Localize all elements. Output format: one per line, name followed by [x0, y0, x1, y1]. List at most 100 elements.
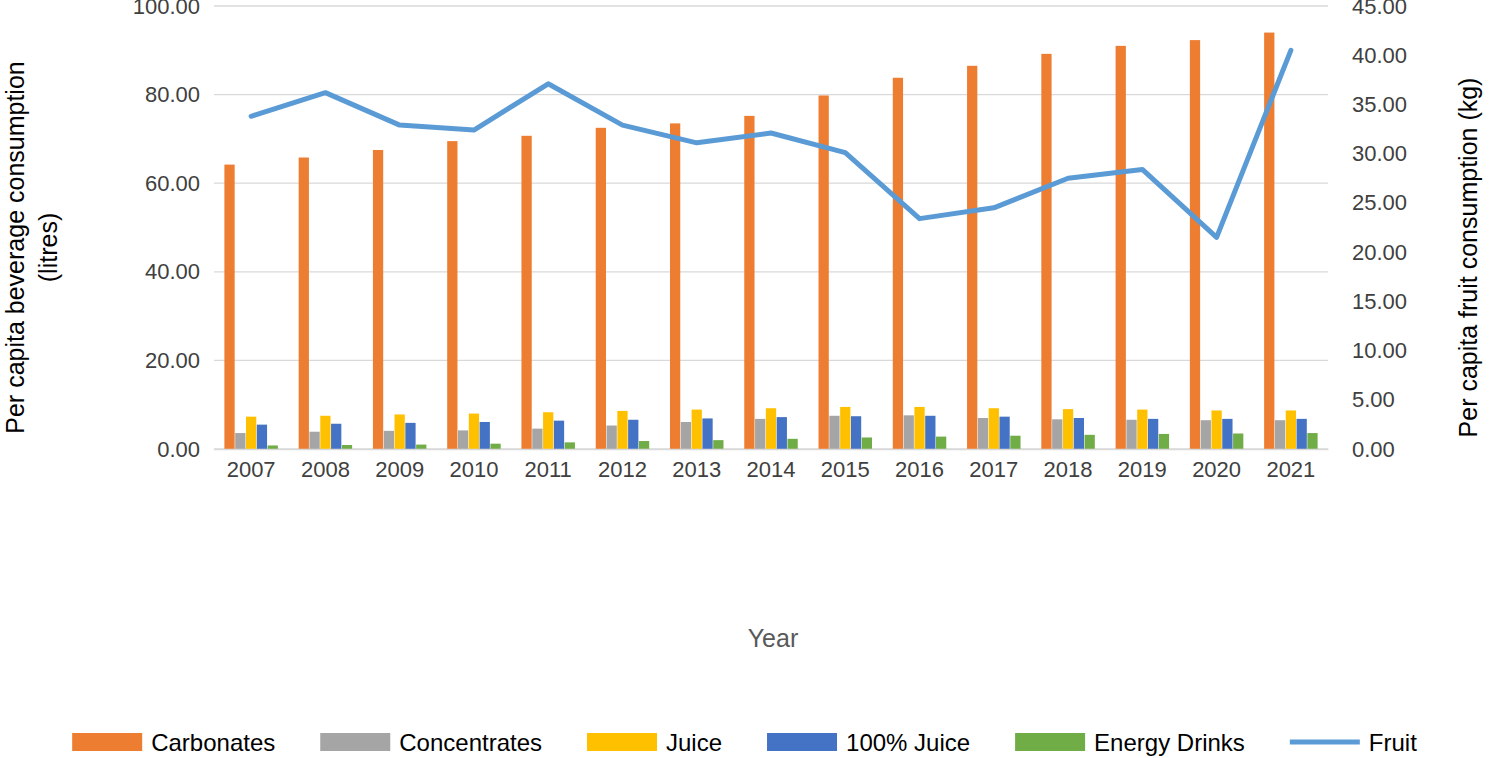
tick: 2008	[301, 449, 350, 482]
bar	[1297, 419, 1307, 449]
tick: 2011	[525, 449, 572, 482]
tick: 2014	[747, 449, 796, 482]
bar	[1063, 409, 1073, 449]
tick: 2021	[1266, 449, 1315, 482]
bar	[755, 419, 765, 449]
legend-item: Carbonates	[72, 729, 275, 756]
legend-swatch	[1015, 733, 1085, 751]
bar	[257, 425, 267, 449]
bar	[1233, 433, 1243, 449]
tick: 0.00	[157, 437, 214, 462]
legend-item: Juice	[587, 729, 722, 756]
bar	[1307, 433, 1317, 449]
bar	[713, 440, 723, 449]
tick-label: 20.00	[145, 348, 200, 373]
bar	[914, 407, 924, 449]
plot-area	[224, 33, 1317, 449]
bar	[395, 414, 405, 449]
bar	[458, 430, 468, 449]
tick: 2016	[895, 449, 944, 482]
legend-swatch	[72, 733, 142, 751]
tick-label: 30.00	[1352, 141, 1407, 166]
legend-label: 100% Juice	[846, 729, 970, 756]
bar	[1010, 436, 1020, 449]
legend-label: Energy Drinks	[1094, 729, 1245, 756]
bar	[639, 441, 649, 449]
tick: 10.00	[1328, 338, 1407, 363]
bar	[925, 416, 935, 449]
tick-label: 2012	[598, 457, 647, 482]
bar	[299, 158, 309, 449]
bar	[1148, 419, 1158, 449]
bar	[1085, 435, 1095, 449]
legend-swatch	[587, 733, 657, 751]
tick-label: 0.00	[1352, 437, 1395, 462]
line	[251, 50, 1291, 237]
bar	[692, 410, 702, 449]
tick-label: 2016	[895, 457, 944, 482]
tick: 2019	[1118, 449, 1167, 482]
bar	[628, 420, 638, 449]
tick-label: 2011	[525, 457, 572, 482]
bar	[309, 432, 319, 449]
tick: 20.00	[1328, 240, 1407, 265]
bar-series	[268, 433, 1318, 449]
axis-title: (litres)	[34, 213, 62, 282]
tick: 2020	[1192, 449, 1241, 482]
axis-title: Per capita fruit consumption (kg)	[1454, 78, 1482, 438]
tick-label: 80.00	[145, 82, 200, 107]
bar	[320, 416, 330, 449]
tick-label: 2010	[449, 457, 498, 482]
bar	[1052, 419, 1062, 449]
tick: 5.00	[1328, 387, 1395, 412]
tick-label: 2013	[672, 457, 721, 482]
legend-swatch	[1290, 740, 1360, 745]
bar	[1222, 419, 1232, 449]
bar	[617, 411, 627, 449]
bar	[1041, 54, 1051, 449]
bar	[904, 415, 914, 449]
bar-series	[246, 407, 1296, 449]
bar	[1201, 420, 1211, 449]
axis-line	[214, 7, 215, 450]
axis-title: Per capita beverage consumption	[1, 61, 29, 433]
tick-label: 2009	[375, 457, 424, 482]
tick: 20.00	[145, 348, 214, 373]
bar	[787, 439, 797, 449]
bar	[521, 136, 531, 449]
bar	[893, 78, 903, 449]
tick-label: 40.00	[145, 259, 200, 284]
legend-label: Concentrates	[399, 729, 542, 756]
bar	[543, 412, 553, 449]
y-axis: 0.0020.0040.0060.0080.00100.00	[133, 0, 215, 462]
legend-item: Energy Drinks	[1015, 729, 1245, 756]
tick: 35.00	[1328, 92, 1407, 117]
bar	[989, 408, 999, 449]
tick-label: 2018	[1044, 457, 1093, 482]
bar	[840, 407, 850, 449]
tick-label: 2014	[747, 457, 796, 482]
axis-line	[1328, 7, 1329, 450]
legend-swatch	[767, 733, 837, 751]
bar	[373, 150, 383, 449]
bar	[447, 141, 457, 449]
bar	[596, 128, 606, 449]
tick: 80.00	[145, 82, 214, 107]
legend-label: Juice	[666, 729, 722, 756]
tick: 2013	[672, 449, 721, 482]
tick-label: 60.00	[145, 171, 200, 196]
bar	[607, 426, 617, 449]
bar	[1159, 434, 1169, 449]
bar	[999, 417, 1009, 449]
tick: 2009	[375, 449, 424, 482]
bar	[554, 421, 564, 449]
bar	[777, 417, 787, 449]
bar	[342, 445, 352, 449]
legend-label: Carbonates	[151, 729, 275, 756]
tick-label: 2015	[821, 457, 870, 482]
bar	[469, 414, 479, 449]
bar	[829, 416, 839, 449]
bar	[565, 442, 575, 449]
bar	[967, 66, 977, 449]
tick-label: 5.00	[1352, 387, 1395, 412]
